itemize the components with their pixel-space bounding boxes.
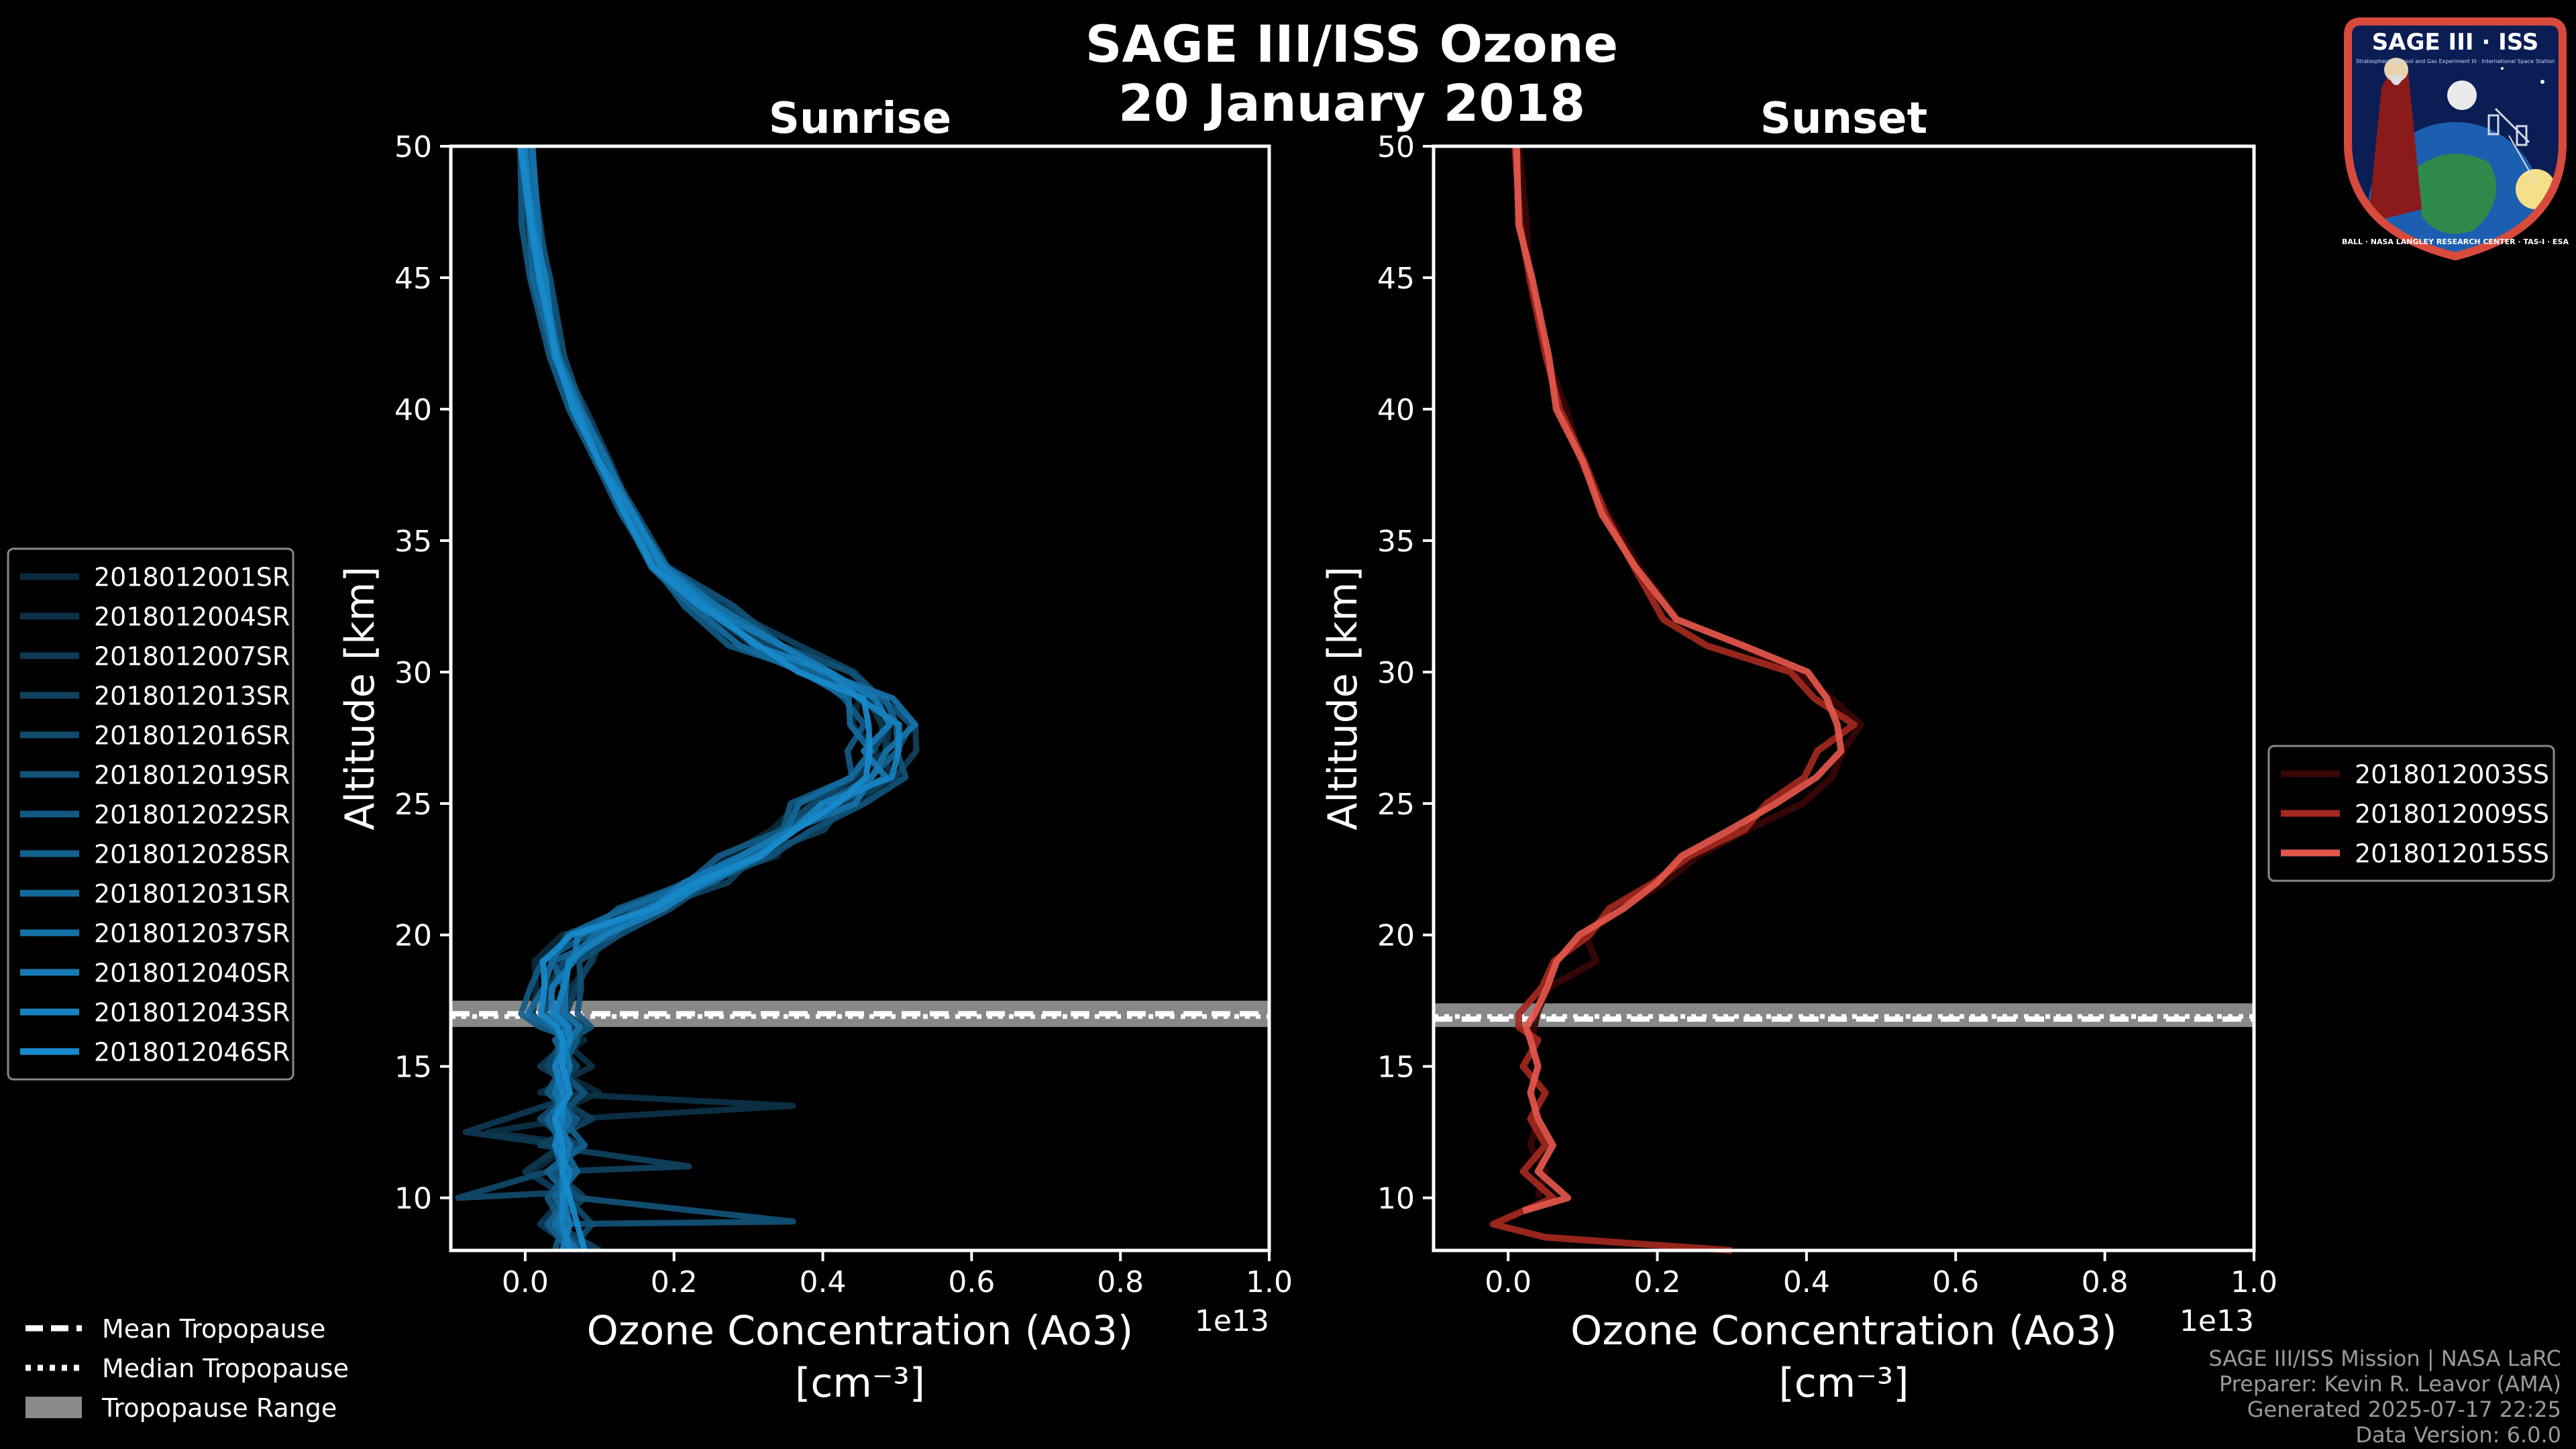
moon-icon [2447,80,2477,110]
sunset-legend: 2018012003SS 2018012009SS 2018012015SS [2267,745,2555,882]
footer-line-1: SAGE III/ISS Mission | NASA LaRC [2208,1346,2561,1371]
sunrise-legend-label: 2018012013SR [94,682,290,711]
sunset-panel: 0.0 0.2 0.4 0.6 0.8 1.0 10 15 20 25 30 35 40 45 50 Suns… [1320,94,2277,1407]
sunset-ytick-label: 30 [1377,656,1415,690]
footer-line-4: Data Version: 6.0.0 [2355,1422,2561,1448]
sunrise-ytick-label: 20 [394,919,432,953]
iss-icon [2487,107,2530,146]
sunset-xtick-label: 1.0 [2231,1265,2277,1299]
sunset-ytick-label: 50 [1377,130,1415,164]
sunrise-xlabel-units: [cm⁻³] [795,1360,925,1407]
sunset-x-multiplier: 1e13 [2180,1304,2254,1338]
sunset-xtick-label: 0.6 [1932,1265,1979,1299]
sunset-xtick-label: 0.0 [1485,1265,1532,1299]
series-line-2018012007SR [462,146,890,1253]
sunset-xtick-label: 0.2 [1634,1265,1681,1299]
series-line-2018012015SS [1513,146,1845,1214]
sunset-legend-box [2267,745,2555,882]
sunrise-legend-label: 2018012040SR [94,959,290,988]
footer-line-3: Generated 2025-07-17 22:25 [2247,1397,2561,1422]
sunrise-ytick-label: 25 [394,788,432,822]
sunrise-xtick-label: 0.0 [502,1265,549,1299]
sunrise-ytick-label: 50 [394,130,432,164]
sunset-legend-label: 2018012009SS [2355,800,2549,829]
badge-title: SAGE III · ISS [2372,29,2538,56]
sunrise-legend-label: 2018012007SR [94,642,290,672]
tropopause-legend-label: Median Tropopause [102,1354,349,1383]
sunrise-legend-label: 2018012037SR [94,919,290,949]
sunrise-legend-label: 2018012019SR [94,761,290,790]
sunrise-title: Sunrise [769,94,951,144]
sunrise-ytick-label: 30 [394,656,432,690]
sunrise-legend-label: 2018012028SR [94,840,290,869]
sunrise-axes-frame [449,144,1271,1252]
sunset-ytick-label: 40 [1377,393,1415,427]
sage-iii-iss-badge: SAGE III · ISS Stratospheric Aerosol and… [2341,8,2569,263]
sunrise-ytick-label: 45 [394,262,432,296]
legend-tropopause-range-swatch [25,1397,82,1418]
sunset-ytick-label: 45 [1377,262,1415,296]
sunset-xlabel: Ozone Concentration (Ao3) [1570,1307,2117,1354]
sunrise-legend-label: 2018012001SR [94,563,290,592]
sunrise-legend-box [7,547,294,1081]
tropopause-legend-label: Tropopause Range [101,1393,337,1423]
sunset-ytick-label: 10 [1377,1182,1415,1216]
sunset-ytick-label: 35 [1377,525,1415,559]
sunset-axes-frame [1432,144,2256,1252]
sunrise-x-multiplier: 1e13 [1195,1304,1269,1338]
sunrise-legend-label: 2018012016SR [94,721,290,751]
figure-robe-icon [2368,71,2422,223]
sunrise-xlabel: Ozone Concentration (Ao3) [587,1307,1134,1354]
sunrise-panel: 0.0 0.2 0.4 0.6 0.8 1.0 10 15 20 25 30 35 40 45 50 Sunr… [337,94,1293,1407]
sunrise-legend-label: 2018012043SR [94,998,290,1028]
badge-ring-text: BALL · NASA LANGLEY RESEARCH CENTER · TA… [2342,237,2569,246]
sunrise-ytick-label: 35 [394,525,432,559]
sunset-ylabel: Altitude [km] [1320,566,1366,830]
badge-subtitle: Stratospheric Aerosol and Gas Experiment… [2356,58,2555,64]
sunset-xtick-label: 0.8 [2082,1265,2129,1299]
sunrise-legend-label: 2018012031SR [94,879,290,909]
sunset-xlabel-units: [cm⁻³] [1779,1360,1909,1407]
sunrise-legend: 2018012001SR 2018012004SR 2018012007SR 2018… [7,547,294,1081]
series-line-2018012016SR [455,146,892,1252]
sunrise-xtick-label: 0.6 [948,1265,995,1299]
sunrise-xtick-label: 0.4 [800,1265,847,1299]
sunrise-xtick-label: 1.0 [1246,1265,1293,1299]
sunset-legend-label: 2018012003SS [2355,760,2549,790]
sunset-ytick-label: 25 [1377,788,1415,822]
sunset-title: Sunset [1760,94,1927,144]
sunrise-xtick-label: 0.8 [1097,1265,1144,1299]
sunrise-xtick-label: 0.2 [651,1265,698,1299]
series-line-2018012046SR [517,146,873,1252]
footer-credits: SAGE III/ISS Mission | NASA LaRC Prepare… [2208,1346,2561,1448]
sunset-ytick-label: 20 [1377,919,1415,953]
tropopause-legend: Mean Tropopause Median Tropopause Tropopau… [25,1314,349,1423]
sunrise-legend-label: 2018012004SR [94,602,290,632]
sunset-legend-label: 2018012015SS [2355,839,2549,869]
sunrise-legend-label: 2018012046SR [94,1038,290,1067]
tropopause-legend-label: Mean Tropopause [102,1314,325,1344]
footer-line-2: Preparer: Kevin R. Leavor (AMA) [2219,1371,2561,1397]
sunrise-legend-label: 2018012022SR [94,800,290,830]
sunrise-ytick-label: 40 [394,393,432,427]
figure-title-line2: 20 January 2018 [1118,73,1585,133]
figure-title-line1: SAGE III/ISS Ozone [1085,14,1618,74]
sunset-xtick-label: 0.4 [1783,1265,1830,1299]
series-line-2018012009SS [1489,146,1858,1254]
sunrise-ytick-label: 15 [394,1051,432,1085]
sunset-ytick-label: 15 [1377,1051,1415,1085]
sunrise-ytick-label: 10 [394,1182,432,1216]
sunrise-ylabel: Altitude [km] [337,566,384,830]
